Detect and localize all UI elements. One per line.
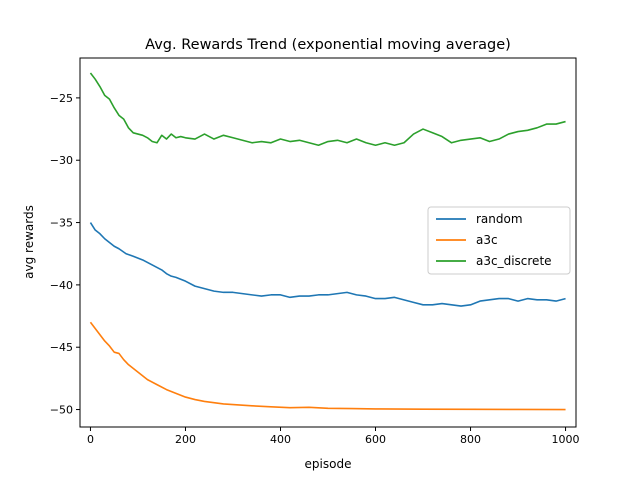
- x-tick-label: 200: [175, 433, 196, 446]
- x-tick-label: 1000: [552, 433, 580, 446]
- series-layer: [89, 72, 566, 411]
- legend: random a3c a3c_discrete: [427, 206, 571, 275]
- y-tick-label: −35: [50, 217, 73, 230]
- legend-label-random: random: [476, 212, 523, 226]
- y-tick-label: −25: [50, 92, 73, 105]
- chart-title: Avg. Rewards Trend (exponential moving a…: [145, 37, 511, 53]
- y-tick-label: −30: [50, 154, 73, 167]
- series-line-a3c: [89, 321, 566, 411]
- legend-box: [427, 206, 571, 275]
- y-tick-layer: −50 −45 −40 −35 −30 −25: [50, 92, 80, 417]
- y-tick-label: −40: [50, 279, 73, 292]
- legend-entries: random a3c a3c_discrete: [436, 212, 552, 268]
- legend-label-a3c_discrete: a3c_discrete: [476, 254, 552, 268]
- x-tick-label: 400: [270, 433, 291, 446]
- y-axis-label: avg rewards: [22, 205, 36, 279]
- y-tick-label: −45: [50, 341, 73, 354]
- x-tick-label: 800: [460, 433, 481, 446]
- y-tick-label: −50: [50, 404, 73, 417]
- series-line-random: [89, 222, 566, 307]
- x-axis-label: episode: [305, 457, 352, 471]
- x-tick-layer: 0 200 400 600 800 1000: [87, 427, 580, 446]
- legend-label-a3c: a3c: [476, 233, 498, 247]
- plot-frame: [79, 57, 577, 428]
- x-tick-label: 0: [87, 433, 94, 446]
- series-line-a3c_discrete: [89, 72, 566, 147]
- x-tick-label: 600: [365, 433, 386, 446]
